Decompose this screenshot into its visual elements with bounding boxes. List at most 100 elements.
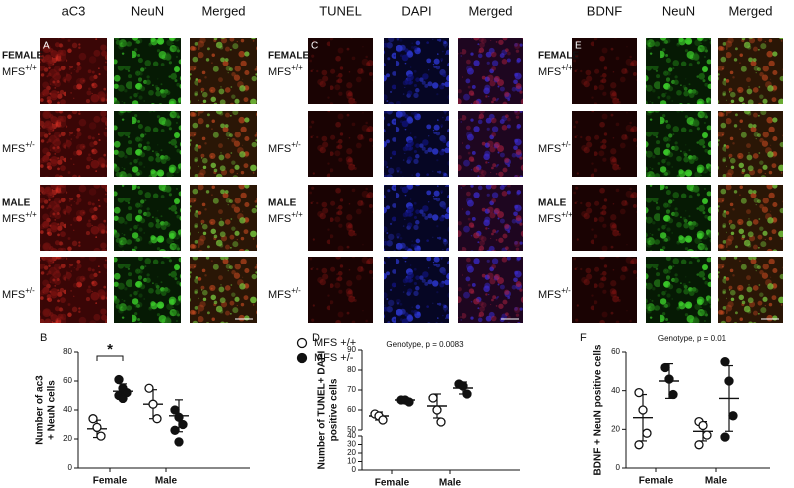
sex-label: MALE (538, 198, 567, 209)
data-point (698, 420, 708, 431)
data-point (170, 425, 180, 435)
data-point (634, 387, 644, 398)
micrograph (718, 185, 783, 251)
panel-letter: D (312, 332, 320, 344)
data-point (114, 374, 124, 385)
y-axis-label: positive cells (329, 378, 340, 441)
data-point (660, 362, 670, 373)
y-tick-label: 20 (63, 434, 72, 443)
micrograph (384, 38, 449, 104)
micrograph (646, 38, 711, 104)
y-tick-label: 20 (347, 448, 356, 457)
sex-label: FEMALE (2, 51, 43, 62)
micrograph (572, 185, 637, 251)
column-header: Merged (201, 3, 245, 18)
row-label-text: MFS (2, 289, 25, 301)
data-point (720, 432, 730, 442)
micrograph (190, 38, 257, 104)
micrograph (114, 185, 181, 251)
data-point (378, 415, 388, 425)
sex-label: FEMALE (268, 51, 309, 62)
micrograph (458, 38, 523, 104)
data-point (428, 393, 438, 403)
data-point (174, 437, 184, 447)
row-label: MFS+/- (2, 140, 35, 155)
row-label: MFS+/+ (268, 63, 303, 78)
data-point (152, 414, 162, 424)
sex-label: FEMALE (538, 51, 579, 62)
row-label-sup: +/+ (561, 63, 573, 72)
y-tick-label: 80 (63, 347, 72, 356)
micrograph (384, 257, 449, 323)
micrograph (40, 111, 107, 177)
micrograph (646, 185, 711, 251)
row-label-text: MFS (268, 289, 291, 301)
micrograph (190, 185, 257, 251)
data-point (404, 397, 414, 407)
micrograph (40, 38, 107, 104)
row-label-sup: +/- (291, 140, 301, 149)
y-tick-label: 90 (347, 345, 356, 354)
micrograph (190, 257, 257, 323)
x-tick-label: Male (705, 476, 728, 487)
row-label-sup: +/- (25, 286, 35, 295)
row-label-text: MFS (268, 66, 291, 78)
micrograph (646, 257, 711, 323)
legend-label: MFS +/+ (314, 337, 356, 349)
y-axis-label: + NeuN cells (47, 380, 58, 440)
micrograph (308, 257, 373, 323)
micrograph (308, 38, 373, 104)
micrograph (646, 111, 711, 177)
chart-subtitle: Genotype, p = 0.0083 (386, 340, 464, 349)
y-tick-label: 40 (611, 386, 620, 395)
data-point (174, 412, 184, 422)
micrograph (40, 185, 107, 251)
legend-marker (296, 352, 308, 364)
column-header: NeuN (131, 3, 164, 18)
row-label: MFS+/- (268, 286, 301, 301)
micrograph (114, 111, 181, 177)
sex-label: MALE (2, 198, 31, 209)
micrograph (718, 111, 783, 177)
column-header: DAPI (401, 3, 431, 18)
column-header: Merged (468, 3, 512, 18)
row-label-text: MFS (538, 289, 561, 301)
data-point (88, 414, 98, 424)
data-point (702, 430, 712, 440)
data-point (92, 422, 102, 433)
micrograph (384, 185, 449, 251)
significance-bracket (96, 355, 124, 361)
y-tick-label: 60 (347, 405, 356, 414)
row-label-text: MFS (538, 66, 561, 78)
y-tick-label: 0 (68, 463, 73, 472)
chart-subtitle: Genotype, p = 0.01 (658, 334, 727, 343)
micrograph (308, 185, 373, 251)
y-tick-label: 40 (347, 431, 356, 440)
row-label-sup: +/+ (25, 63, 37, 72)
row-label-sup: +/- (561, 286, 571, 295)
row-label-text: MFS (538, 143, 561, 155)
data-point (664, 374, 674, 384)
column-header: TUNEL (319, 3, 362, 18)
column-header: Merged (728, 3, 772, 18)
data-point (170, 405, 180, 415)
micrograph (190, 111, 257, 177)
y-axis-label: Number of ac3 (35, 375, 46, 445)
row-label-sup: +/+ (25, 210, 37, 219)
data-point (720, 357, 730, 367)
row-label-text: MFS (268, 213, 291, 225)
data-point (642, 428, 652, 438)
row-label-text: MFS (2, 143, 25, 155)
micrograph (718, 257, 783, 323)
y-tick-label: 40 (63, 405, 72, 414)
data-point (634, 440, 644, 450)
column-header: NeuN (662, 3, 695, 18)
micrograph (458, 257, 523, 323)
y-tick-label: 20 (611, 424, 620, 433)
micrograph (572, 111, 637, 177)
row-label: MFS+/+ (538, 210, 573, 225)
row-label: MFS+/- (268, 140, 301, 155)
row-label-sup: +/- (291, 286, 301, 295)
row-label-sup: +/- (25, 140, 35, 149)
